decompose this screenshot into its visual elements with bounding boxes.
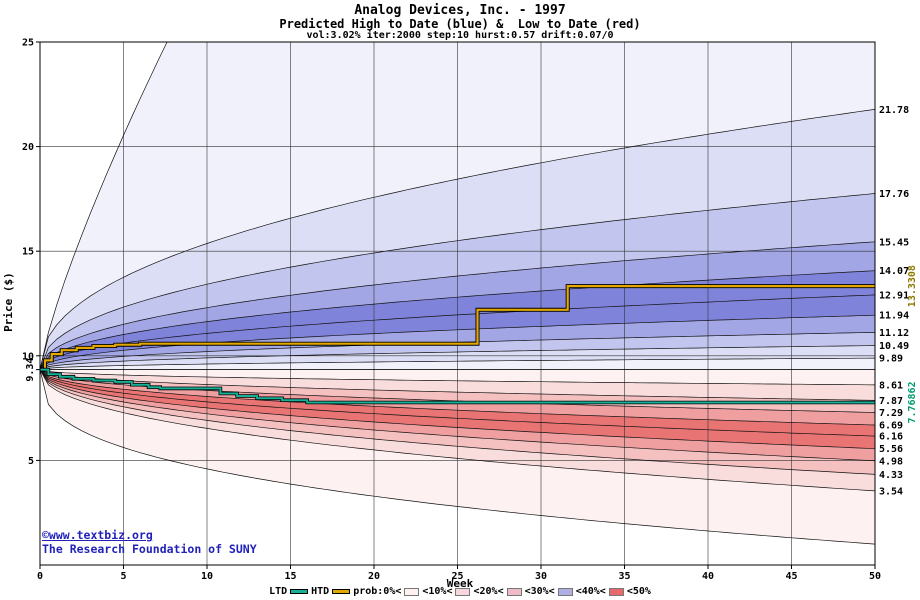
chart-subtitle: Predicted High to Date (blue) & Low to D… (279, 17, 641, 31)
svg-text:35: 35 (618, 571, 630, 582)
svg-text:45: 45 (785, 571, 797, 582)
y-axis-label: Price ($) (2, 272, 15, 332)
svg-text:15: 15 (22, 247, 34, 258)
svg-text:10: 10 (22, 351, 34, 362)
start-price-label: 9.34 (25, 358, 36, 382)
svg-text:11.94: 11.94 (879, 311, 909, 322)
htd-ltd-lines (40, 284, 875, 405)
right-quantile-labels: 21.78 17.76 15.45 14.07 12.91 11.94 11.12 10.49… (879, 105, 918, 498)
svg-text:50: 50 (869, 571, 881, 582)
chart-parameters: vol:3.02% iter:2000 step:10 hurst:0.57 d… (306, 30, 614, 41)
svg-text:5.56: 5.56 (879, 444, 903, 455)
plot-area (40, 42, 875, 565)
legend-prob-label-4: <40%< (575, 586, 606, 597)
svg-text:5: 5 (28, 456, 34, 467)
legend-prob-swatch-3 (557, 587, 573, 596)
svg-text:7.29: 7.29 (879, 408, 903, 419)
legend-prob-label-5: <50% (626, 586, 651, 597)
svg-text:6.69: 6.69 (879, 421, 903, 432)
svg-text:20: 20 (368, 571, 380, 582)
axis-labels: 0 5 10 15 20 25 30 35 40 45 50 5 10 15 20 25 9.34 (22, 38, 881, 583)
svg-text:3.54: 3.54 (879, 486, 903, 497)
htd-line (40, 285, 875, 371)
svg-text:0: 0 (37, 571, 43, 582)
svg-text:17.76: 17.76 (879, 189, 909, 200)
svg-text:9.89: 9.89 (879, 354, 903, 365)
legend-htd-line-swatch (332, 589, 351, 594)
ltd-final-label: 7.76862 (907, 381, 918, 423)
legend-htd-label: HTD (311, 586, 330, 597)
x-axis-label: Week (446, 577, 474, 590)
svg-text:25: 25 (22, 38, 34, 49)
svg-text:8.61: 8.61 (879, 380, 903, 391)
svg-text:6.16: 6.16 (879, 432, 903, 443)
quantile-curves (40, 42, 875, 545)
legend: LTD HTD prob:0%< <10%< <20%< <30%< <40%<… (0, 586, 920, 597)
gridlines (40, 42, 875, 565)
watermark-url: ©www.textbiz.org (42, 528, 153, 542)
legend-prob-label-1: <10%< (422, 586, 453, 597)
svg-text:5: 5 (120, 571, 126, 582)
svg-text:4.98: 4.98 (879, 456, 903, 467)
svg-text:20: 20 (22, 142, 34, 153)
svg-text:15: 15 (284, 571, 296, 582)
legend-prob-swatch-1 (455, 587, 471, 596)
svg-text:10: 10 (201, 571, 213, 582)
svg-text:4.33: 4.33 (879, 470, 903, 481)
svg-text:10.49: 10.49 (879, 341, 909, 352)
legend-prob-label-0: prob:0%< (353, 586, 402, 597)
ltd-line (40, 368, 875, 404)
svg-text:11.12: 11.12 (879, 328, 909, 339)
watermark-org: The Research Foundation of SUNY (42, 542, 257, 556)
legend-ltd-line-swatch (290, 589, 309, 594)
legend-prob-label-2: <20%< (473, 586, 504, 597)
svg-text:12.91: 12.91 (879, 290, 909, 301)
svg-text:15.45: 15.45 (879, 237, 909, 248)
legend-prob-swatch-0 (404, 587, 420, 596)
svg-text:14.07: 14.07 (879, 266, 909, 277)
legend-prob-swatch-4 (608, 587, 624, 596)
svg-text:7.87: 7.87 (879, 396, 903, 407)
htd-final-label: 13.3308 (907, 265, 918, 307)
svg-text:40: 40 (702, 571, 714, 582)
svg-text:21.78: 21.78 (879, 105, 909, 116)
legend-prob-swatch-2 (506, 587, 522, 596)
svg-text:25: 25 (451, 571, 463, 582)
svg-text:30: 30 (535, 571, 547, 582)
legend-ltd-label: LTD (269, 586, 288, 597)
watermark: ©www.textbiz.org The Research Foundation… (42, 528, 257, 556)
legend-prob-label-3: <30%< (524, 586, 555, 597)
chart-title: Analog Devices, Inc. - 1997 (354, 3, 566, 18)
